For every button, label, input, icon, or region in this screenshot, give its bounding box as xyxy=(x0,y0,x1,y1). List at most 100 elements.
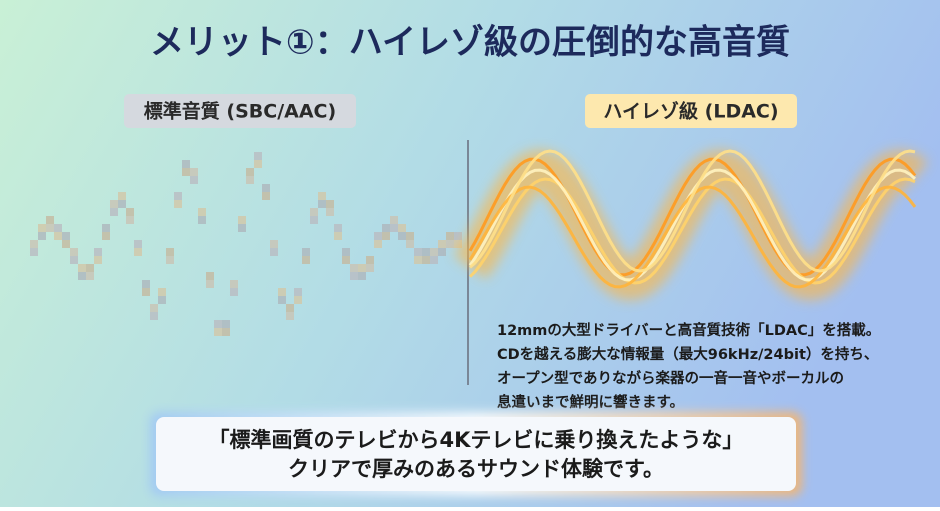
pixel xyxy=(438,248,446,256)
pixel xyxy=(118,200,126,208)
pixel xyxy=(446,232,454,240)
pixel xyxy=(30,248,38,256)
pixel xyxy=(78,264,86,272)
label-bg xyxy=(124,94,356,128)
pixel xyxy=(102,232,110,240)
pixel xyxy=(198,208,206,216)
pixel xyxy=(366,264,374,272)
pixel xyxy=(390,216,398,224)
pixel xyxy=(182,160,190,168)
pixel xyxy=(230,280,238,288)
pixel xyxy=(102,224,110,232)
pixel xyxy=(310,216,318,224)
gold-wave xyxy=(453,149,928,301)
pixel xyxy=(286,312,294,320)
pixel xyxy=(70,256,78,264)
pixel xyxy=(206,280,214,288)
wave-strand xyxy=(468,177,916,285)
pixel xyxy=(238,216,246,224)
pixel xyxy=(406,232,414,240)
pixel xyxy=(430,256,438,264)
pixel xyxy=(86,272,94,280)
pixel xyxy=(118,192,126,200)
pixel xyxy=(270,240,278,248)
pixel xyxy=(94,256,102,264)
pixel xyxy=(62,240,70,248)
callout-line: 「標準画質のテレビから4Kテレビに乗り換えたような」 xyxy=(209,428,744,452)
pixel xyxy=(286,304,294,312)
pixel xyxy=(230,288,238,296)
pixel xyxy=(46,224,54,232)
standard-label: 標準音質 (SBC/AAC) xyxy=(144,100,336,123)
pixel xyxy=(46,216,54,224)
pixel xyxy=(310,208,318,216)
wave-strand xyxy=(468,157,917,277)
description: 12mmの大型ドライバーと高音質技術「LDAC」を搭載。 CDを越える膨大な情報… xyxy=(497,321,880,411)
pixel xyxy=(254,152,262,160)
pixel xyxy=(238,224,246,232)
pixel xyxy=(454,232,462,240)
pixel xyxy=(254,160,262,168)
pixel xyxy=(198,216,206,224)
pixel xyxy=(246,168,254,176)
pixel xyxy=(38,224,46,232)
pixel xyxy=(126,216,134,224)
pixel xyxy=(382,232,390,240)
pixel xyxy=(134,248,142,256)
pixel xyxy=(270,248,278,256)
pixel xyxy=(206,272,214,280)
pixel xyxy=(262,184,270,192)
pixel xyxy=(342,256,350,264)
pixel xyxy=(190,168,198,176)
callout-line: クリアで厚みのあるサウンド体験です。 xyxy=(288,457,664,481)
pixel xyxy=(358,272,366,280)
pixel xyxy=(398,224,406,232)
description-line: CDを越える膨大な情報量（最大96kHz/24bit）を持ち、 xyxy=(497,345,878,363)
pixel xyxy=(294,288,302,296)
pixel xyxy=(182,168,190,176)
pixel xyxy=(438,240,446,248)
pixel xyxy=(422,256,430,264)
description-line: 12mmの大型ドライバーと高音質技術「LDAC」を搭載。 xyxy=(497,321,880,339)
pixel xyxy=(430,248,438,256)
pixel xyxy=(134,240,142,248)
pixel xyxy=(318,200,326,208)
pixel xyxy=(374,240,382,248)
pixel xyxy=(366,256,374,264)
pixel xyxy=(326,200,334,208)
pixel xyxy=(110,208,118,216)
pixel xyxy=(142,288,150,296)
pixel xyxy=(398,232,406,240)
description-line: 息遣いまで鮮明に響きます。 xyxy=(497,393,684,411)
pixel xyxy=(318,192,326,200)
pixel xyxy=(382,224,390,232)
pixel xyxy=(262,192,270,200)
hires-label: ハイレゾ級 (LDAC) xyxy=(603,100,778,123)
pixel xyxy=(86,264,94,272)
pixel xyxy=(78,272,86,280)
pixel xyxy=(54,232,62,240)
pixel xyxy=(302,256,310,264)
pixel xyxy=(422,248,430,256)
pixel xyxy=(214,328,222,336)
wave-strand xyxy=(468,168,917,282)
pixel xyxy=(406,240,414,248)
pixel xyxy=(126,208,134,216)
description-line: オープン型でありながら楽器の一音一音やボーカルの xyxy=(497,369,844,387)
pixel xyxy=(30,240,38,248)
pixel xyxy=(166,248,174,256)
pixel xyxy=(174,200,182,208)
pixel xyxy=(150,304,158,312)
pixel xyxy=(94,248,102,256)
pixel xyxy=(374,232,382,240)
pixel xyxy=(222,328,230,336)
pixel xyxy=(110,200,118,208)
title: メリット①：ハイレゾ級の圧倒的な高音質 xyxy=(150,23,790,63)
pixel xyxy=(390,224,398,232)
pixel xyxy=(350,272,358,280)
pixel xyxy=(326,208,334,216)
pixel xyxy=(334,224,342,232)
pixel xyxy=(342,248,350,256)
